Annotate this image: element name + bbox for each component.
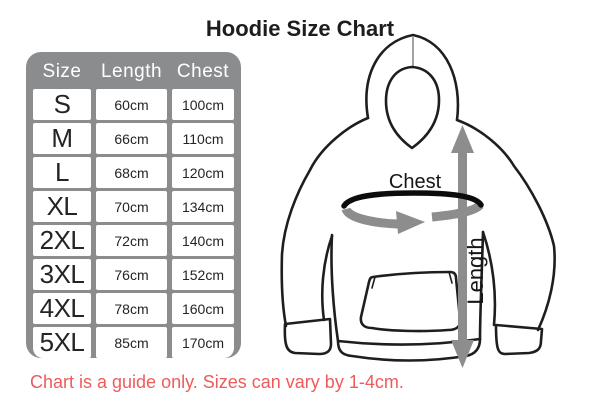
cell-length: 72cm (96, 225, 167, 256)
hood-outline (365, 33, 460, 122)
right-inner-seam (481, 230, 497, 327)
left-sleeve-outline (280, 116, 370, 328)
cell-chest: 134cm (172, 191, 234, 222)
cell-size: M (33, 123, 91, 154)
cell-length: 66cm (96, 123, 167, 154)
left-inner-seam (320, 234, 334, 322)
right-torso-edge (478, 230, 485, 341)
kangaroo-pocket (359, 270, 462, 333)
hood-opening (384, 65, 441, 150)
cell-size: S (33, 89, 91, 120)
cell-size: 2XL (33, 225, 91, 256)
hoodie-diagram: Chest Length (280, 33, 556, 368)
chest-arrow-left-arc (341, 206, 399, 229)
cell-length: 68cm (96, 157, 167, 188)
column-header-size: Size (42, 61, 82, 82)
left-cuff (283, 317, 333, 356)
cell-size: 3XL (33, 259, 91, 290)
chest-label: Chest (389, 171, 442, 193)
right-sleeve-outline (455, 118, 556, 332)
cell-size: XL (33, 191, 91, 222)
chest-arrow-right-arc (431, 201, 484, 222)
cell-size: 4XL (33, 293, 91, 324)
cell-length: 85cm (96, 327, 167, 358)
cell-chest: 152cm (172, 259, 234, 290)
page-title: Hoodie Size Chart (205, 16, 395, 41)
cell-chest: 160cm (172, 293, 234, 324)
cell-size: L (33, 157, 91, 188)
size-note: Chart is a guide only. Sizes can vary by… (30, 372, 404, 392)
size-table: Size Length Chest S 60cm 100cm M 66cm 110cm L 6… (26, 52, 241, 358)
cell-chest: 110cm (172, 123, 234, 154)
right-cuff (494, 323, 544, 356)
pocket-notch-right (448, 271, 453, 284)
length-arrowhead-down (451, 340, 474, 368)
chest-arrow (341, 190, 484, 234)
cell-length: 78cm (96, 293, 167, 324)
pocket-notch-left (371, 276, 376, 289)
cell-chest: 100cm (172, 89, 234, 120)
cell-length: 60cm (96, 89, 167, 120)
column-header-chest: Chest (176, 61, 230, 82)
cell-length: 76cm (96, 259, 167, 290)
column-header-length: Length (100, 61, 163, 82)
left-torso-edge (330, 233, 340, 343)
chest-ellipse-top-arc (341, 190, 484, 209)
chest-arrowhead (396, 211, 425, 234)
cell-chest: 120cm (172, 157, 234, 188)
cell-size: 5XL (33, 327, 91, 358)
cell-chest: 170cm (172, 327, 234, 358)
length-arrow (451, 125, 474, 368)
hoodie-outline (280, 33, 556, 362)
cell-length: 70cm (96, 191, 167, 222)
cell-chest: 140cm (172, 225, 234, 256)
length-arrowhead-up (451, 125, 474, 153)
length-label: Length (463, 237, 488, 304)
